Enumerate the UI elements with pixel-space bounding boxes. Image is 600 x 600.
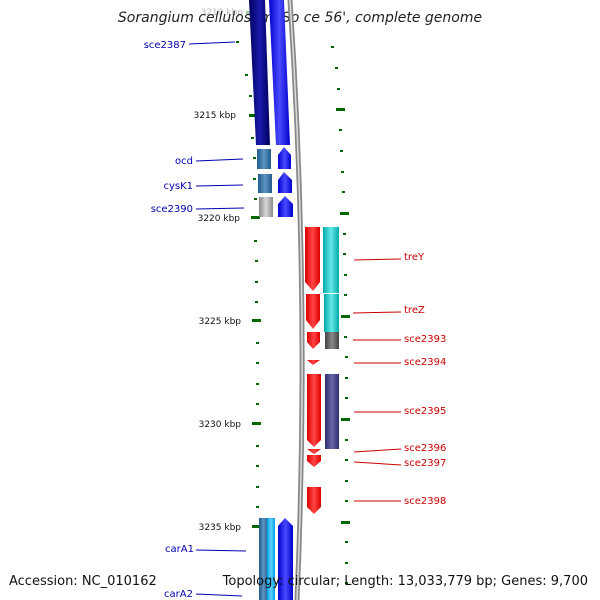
genome-title: Sorangium cellulosum 'So ce 56', complet… xyxy=(117,10,483,26)
gene-label-carA1[interactable]: carA1 xyxy=(165,544,194,555)
gene-label-treY[interactable]: treY xyxy=(404,252,425,263)
gene-label-sce2395[interactable]: sce2395 xyxy=(404,406,446,417)
gene-label-ocd[interactable]: ocd xyxy=(175,156,193,167)
gene-sce2398-red[interactable] xyxy=(307,487,321,514)
gene-label-sce2394[interactable]: sce2394 xyxy=(404,357,446,368)
gene-carA1-sky[interactable] xyxy=(267,518,275,600)
forward-genes xyxy=(249,0,293,600)
gene-treY-red[interactable] xyxy=(305,227,320,291)
gene-sce2395-slate[interactable] xyxy=(325,374,339,449)
accession-text: Accession: NC_010162 xyxy=(9,574,157,589)
gene-sce2390-outer[interactable] xyxy=(259,197,273,217)
gene-label-sce2390[interactable]: sce2390 xyxy=(151,204,193,215)
tick-label-3235: 3235 kbp xyxy=(199,523,242,533)
gene-label-sce2398[interactable]: sce2398 xyxy=(404,496,446,507)
gene-label-sce2387[interactable]: sce2387 xyxy=(144,40,186,51)
gene-ocd-inner[interactable] xyxy=(278,147,291,169)
gene-carA1-inner[interactable] xyxy=(278,518,293,600)
tick-label-3220: 3220 kbp xyxy=(198,214,241,224)
tick-label-3210: 3210 kbp xyxy=(201,8,244,18)
gene-sce2394-red[interactable] xyxy=(307,360,320,365)
gene-sce2393-grey[interactable] xyxy=(325,332,339,349)
tick-label-3215: 3215 kbp xyxy=(194,111,237,121)
gene-ocd-outer[interactable] xyxy=(257,149,271,169)
gene-sce2393-red[interactable] xyxy=(307,332,320,349)
right-leaders xyxy=(352,258,402,502)
gene-sce2387-inner[interactable] xyxy=(269,0,290,145)
tick-label-3225: 3225 kbp xyxy=(199,317,242,327)
gene-label-carA2[interactable]: carA2 xyxy=(164,589,193,600)
gene-carA1-outer[interactable] xyxy=(259,518,268,600)
gene-cysK1-outer[interactable] xyxy=(258,174,272,193)
gene-label-sce2397[interactable]: sce2397 xyxy=(404,458,446,469)
tick-column-right xyxy=(331,46,348,584)
gene-treZ-red[interactable] xyxy=(306,294,320,329)
gene-label-sce2393[interactable]: sce2393 xyxy=(404,334,446,345)
gene-label-treZ[interactable]: treZ xyxy=(404,305,425,316)
gene-sce2396-red[interactable] xyxy=(307,449,321,454)
gene-sce2390-inner[interactable] xyxy=(278,196,293,217)
gene-sce2397-red[interactable] xyxy=(307,455,321,467)
genome-backbone-highlight xyxy=(289,0,303,600)
gene-label-sce2396[interactable]: sce2396 xyxy=(404,443,446,454)
gene-sce2395-red[interactable] xyxy=(307,374,321,447)
gene-sce2387-outer[interactable] xyxy=(249,0,270,145)
gene-cysK1-inner[interactable] xyxy=(278,172,292,193)
gene-label-cysK1[interactable]: cysK1 xyxy=(163,181,193,192)
reverse-genes xyxy=(305,227,339,514)
gene-treY-cyan[interactable] xyxy=(323,227,339,293)
tick-column-left xyxy=(236,41,259,508)
genome-summary-text: Topology: circular; Length: 13,033,779 b… xyxy=(222,574,588,589)
tick-label-3230: 3230 kbp xyxy=(199,420,242,430)
gene-treZ-cyan[interactable] xyxy=(324,294,339,332)
left-leaders xyxy=(188,41,247,597)
